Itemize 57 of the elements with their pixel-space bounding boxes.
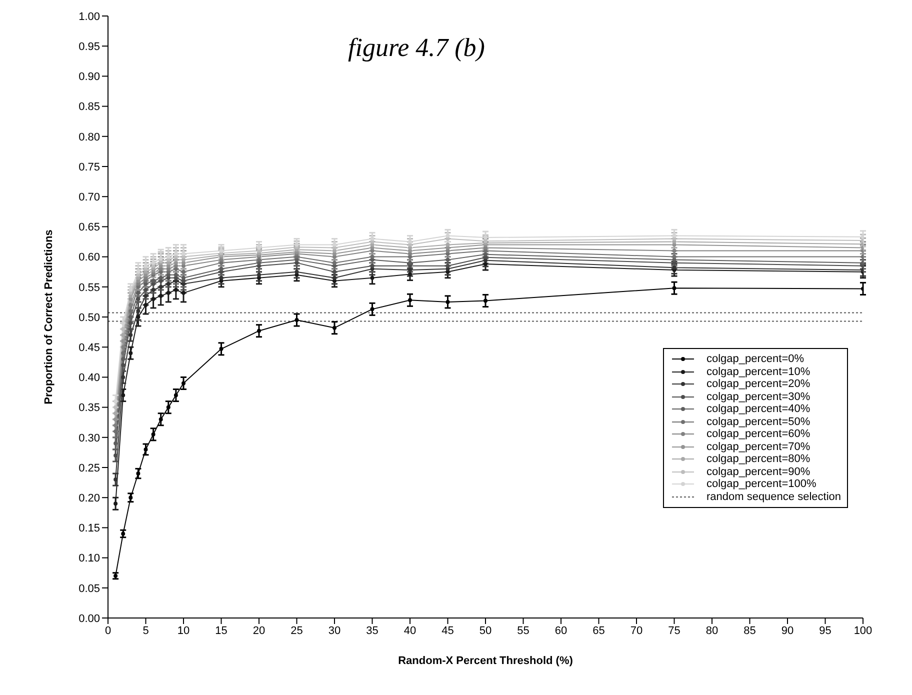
legend-label: colgap_percent=30% xyxy=(706,390,810,403)
legend-label: colgap_percent=60% xyxy=(706,428,810,440)
y-tick-label: 0.70 xyxy=(78,192,100,204)
x-tick-label: 70 xyxy=(630,624,643,637)
text: figure 4.7 (b) xyxy=(348,33,485,63)
y-tick-label: 0.50 xyxy=(78,312,100,324)
legend-label: colgap_percent=80% xyxy=(706,453,810,466)
x-tick-label: 100 xyxy=(854,624,872,637)
legend-label: colgap_percent=10% xyxy=(706,366,810,378)
y-tick-label: 0.90 xyxy=(78,71,100,84)
y-axis-title: Proportion of Correct Predictions xyxy=(42,230,55,404)
y-tick-label: 0.45 xyxy=(78,342,100,354)
x-tick-label: 55 xyxy=(517,624,530,637)
x-tick-label: 80 xyxy=(706,624,718,637)
x-tick-label: 35 xyxy=(366,624,378,637)
y-tick-label: 0.25 xyxy=(78,462,100,474)
x-tick-label: 0 xyxy=(104,624,112,637)
y-tick-label: 0.55 xyxy=(78,282,100,294)
x-tick-label: 40 xyxy=(404,624,416,637)
x-tick-label: 75 xyxy=(668,624,680,637)
x-tick-label: 95 xyxy=(819,624,832,637)
y-tick-label: 0.15 xyxy=(78,522,100,535)
x-tick-label: 20 xyxy=(252,624,266,637)
x-tick-label: 5 xyxy=(142,624,149,637)
x-tick-label: 65 xyxy=(592,624,605,637)
legend-label: colgap_percent=40% xyxy=(706,403,810,416)
legend-label: colgap_percent=100% xyxy=(706,478,816,490)
y-tick-label: 0.35 xyxy=(78,402,100,414)
y-tick-label: 0.65 xyxy=(78,222,100,234)
legend-label: colgap_percent=20% xyxy=(706,378,810,390)
x-tick-label: 85 xyxy=(744,624,756,637)
legend-label: random sequence selection xyxy=(706,490,841,503)
x-tick-label: 50 xyxy=(479,624,492,637)
x-tick-label: 45 xyxy=(442,624,454,637)
legend-label: colgap_percent=50% xyxy=(706,416,810,428)
x-tick-label: 90 xyxy=(781,624,794,637)
legend-label: colgap_percent=90% xyxy=(706,466,810,478)
y-tick-label: 0.75 xyxy=(78,161,100,174)
y-tick-label: 0.05 xyxy=(78,582,100,595)
x-tick-label: 10 xyxy=(177,624,190,637)
y-tick-label: 0.80 xyxy=(78,131,100,144)
y-tick-label: 1.00 xyxy=(78,10,100,23)
x-tick-label: 30 xyxy=(328,624,341,637)
x-tick-label: 15 xyxy=(215,624,228,637)
legend-label: colgap_percent=70% xyxy=(706,440,810,453)
y-tick-label: 0.60 xyxy=(78,252,100,264)
legend-label: colgap_percent=0% xyxy=(706,353,804,366)
y-tick-label: 0.20 xyxy=(78,492,100,505)
x-tick-label: 25 xyxy=(290,624,303,637)
y-tick-label: 0.30 xyxy=(78,432,100,444)
y-tick-label: 0.10 xyxy=(78,552,100,565)
x-tick-label: 60 xyxy=(554,624,568,637)
x-axis-title: Random-X Percent Threshold (%) xyxy=(398,655,574,667)
y-tick-label: 0.00 xyxy=(78,612,100,625)
y-tick-label: 0.85 xyxy=(78,101,100,114)
y-tick-label: 0.95 xyxy=(78,41,100,54)
y-tick-label: 0.40 xyxy=(78,372,100,384)
